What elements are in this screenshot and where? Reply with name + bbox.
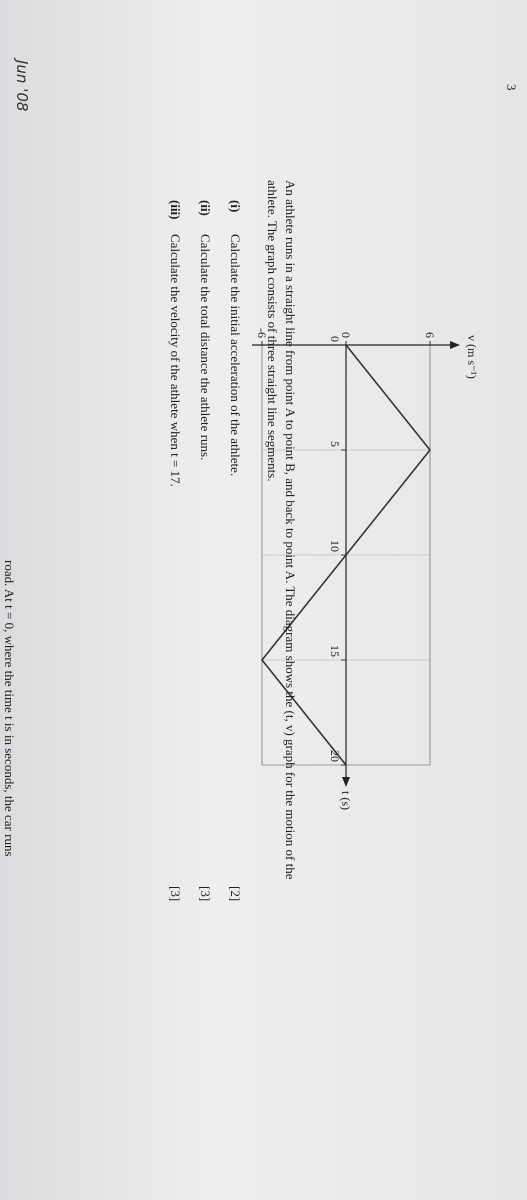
question-part: (i) Calculate the initial acceleration of… xyxy=(227,200,243,476)
velocity-line xyxy=(260,344,432,766)
question-part: (iii) Calculate the velocity of the athle… xyxy=(167,200,183,487)
x-tick-label: 10 xyxy=(328,540,342,552)
y-tick-label: -6 xyxy=(255,328,269,338)
x-axis-label: t (s) xyxy=(339,791,353,810)
y-axis-arrow xyxy=(450,341,460,349)
x-axis-arrow xyxy=(342,777,350,787)
y-axis-label: v (m s⁻¹) xyxy=(465,335,479,379)
part-text: Calculate the total distance the athlete… xyxy=(198,234,213,461)
y-tick-label: 6 xyxy=(423,332,437,338)
part-text: Calculate the velocity of the athlete wh… xyxy=(168,234,183,487)
cut-off-text: road. At t = 0, where the time t is in s… xyxy=(2,560,17,857)
x-tick-label: 20 xyxy=(328,750,342,762)
x-tick-label: 0 xyxy=(328,336,342,342)
part-label: (i) xyxy=(228,200,243,213)
question-intro: An athlete runs in a straight line from … xyxy=(265,180,298,880)
x-tick-label: 15 xyxy=(328,645,342,657)
part-marks: [2] xyxy=(228,886,243,902)
part-marks: [3] xyxy=(198,886,213,902)
part-label: (ii) xyxy=(198,200,213,216)
part-marks: [3] xyxy=(168,886,183,902)
question-part: (ii) Calculate the total distance the ath… xyxy=(197,200,213,460)
part-label: (iii) xyxy=(168,200,183,220)
x-tick-label: 5 xyxy=(328,441,342,447)
y-tick-label: 0 xyxy=(339,332,353,338)
part-text: Calculate the initial acceleration of th… xyxy=(228,234,243,477)
